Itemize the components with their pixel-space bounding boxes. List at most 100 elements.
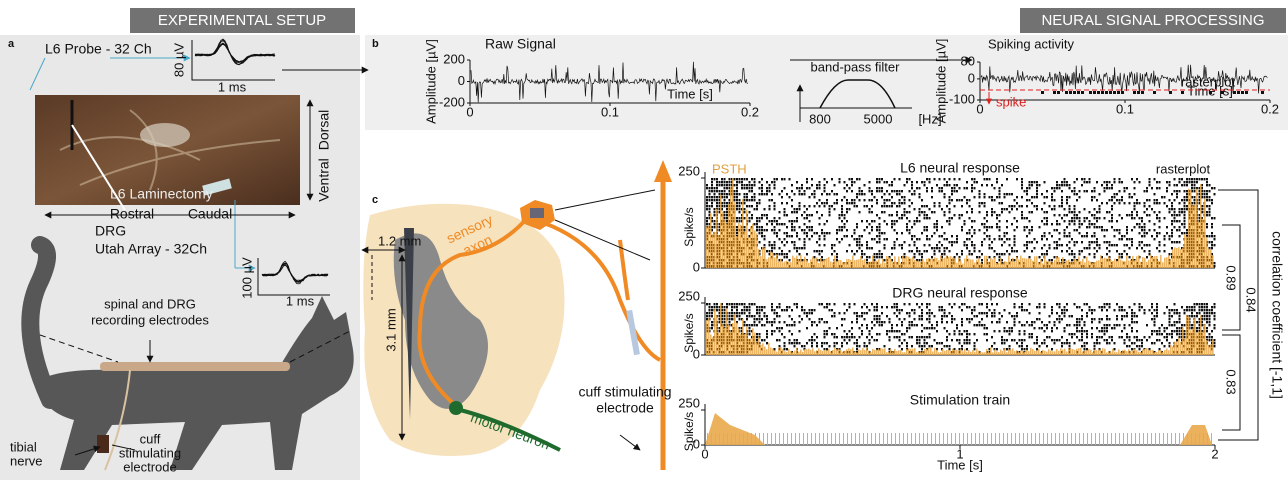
x-tick-label: 0 bbox=[466, 104, 473, 119]
y-tick-label: 80 bbox=[961, 53, 975, 68]
label: 800 bbox=[809, 111, 831, 126]
label: electrode bbox=[123, 459, 176, 474]
signal bbox=[980, 64, 1268, 94]
panel-label: a bbox=[8, 38, 15, 50]
signal bbox=[470, 61, 749, 103]
label: cuff bbox=[140, 431, 161, 446]
label: L6 Probe - 32 Ch bbox=[45, 41, 152, 57]
cat-tail bbox=[21, 236, 59, 409]
gray-matter bbox=[393, 233, 488, 409]
label: 1 ms bbox=[218, 79, 247, 94]
y-tick-label: 250 bbox=[678, 288, 700, 303]
bracket bbox=[1222, 224, 1241, 331]
y-tick-label: 0 bbox=[693, 346, 700, 361]
y-tick-label: 250 bbox=[678, 395, 700, 410]
dashed-line bbox=[39, 329, 353, 363]
photo bbox=[35, 95, 300, 205]
y-tick-label: -100 bbox=[949, 91, 975, 106]
raster-dots bbox=[1041, 91, 1264, 94]
label: 1 ms bbox=[286, 293, 315, 308]
x-axis-label: Time [s] bbox=[937, 457, 983, 472]
x-tick-label: 2 bbox=[1211, 446, 1218, 461]
y-axis-label: Spike/s bbox=[682, 313, 696, 352]
label: 80 µV bbox=[171, 43, 186, 78]
stim-envelope bbox=[705, 413, 1212, 445]
utah-array bbox=[202, 178, 232, 196]
scale-bar bbox=[191, 40, 275, 81]
label: Caudal bbox=[188, 206, 232, 222]
label: 1.2 mm bbox=[378, 233, 421, 248]
label: rasterplot bbox=[1181, 74, 1236, 89]
label: Dorsal bbox=[316, 110, 332, 150]
label: Ventral bbox=[316, 158, 332, 202]
y-axis-label: Spike/s bbox=[682, 412, 696, 451]
plot-title: Stimulation train bbox=[910, 392, 1010, 408]
x-tick-label: 1 bbox=[956, 446, 963, 461]
label: 3.1 mm bbox=[383, 308, 398, 351]
y-tick-label: 0 bbox=[693, 259, 700, 274]
y-tick-label: 0 bbox=[458, 73, 465, 88]
motor-soma bbox=[449, 401, 463, 415]
label: 100 µV bbox=[239, 257, 254, 299]
x-tick-label: 0.1 bbox=[601, 104, 619, 119]
cat-body bbox=[39, 296, 354, 470]
plot-title: DRG neural response bbox=[892, 285, 1028, 301]
header: EXPERIMENTAL SETUP bbox=[158, 12, 326, 29]
label: stimulating bbox=[119, 445, 181, 460]
waveform bbox=[261, 262, 329, 283]
x-axis-label: Time [s] bbox=[1187, 83, 1233, 98]
label: cuff stimulating bbox=[578, 384, 671, 400]
filter-curve bbox=[819, 79, 896, 109]
waveform bbox=[194, 40, 276, 66]
label: Spiking activity bbox=[988, 36, 1074, 51]
label: tibial bbox=[10, 439, 37, 454]
label: PSTH bbox=[712, 161, 747, 176]
y-tick-label: 0 bbox=[968, 70, 975, 85]
label: recording electrodes bbox=[91, 312, 209, 327]
psth bbox=[706, 303, 1214, 355]
correlation: 0.84 bbox=[1244, 287, 1259, 312]
label: [Hz] bbox=[918, 111, 941, 126]
correlation: 0.83 bbox=[1224, 369, 1239, 394]
label: Rostral bbox=[110, 206, 154, 222]
arrow bbox=[554, 189, 656, 450]
label: electrode bbox=[596, 400, 654, 416]
y-tick-label: -200 bbox=[439, 94, 465, 109]
waveform bbox=[194, 42, 275, 64]
y-tick-label: 200 bbox=[443, 51, 465, 66]
psth bbox=[706, 178, 1214, 268]
label: Raw Signal bbox=[485, 36, 556, 52]
x-tick-label: 0.1 bbox=[1116, 101, 1134, 116]
label: Utah Array - 32Ch bbox=[95, 241, 207, 257]
utah-array bbox=[530, 208, 544, 218]
stim-train bbox=[707, 433, 1212, 445]
label: spinal and DRG bbox=[104, 296, 196, 311]
motor-neuron bbox=[459, 408, 561, 452]
header-box bbox=[1020, 8, 1286, 33]
label: rasterplot bbox=[1156, 161, 1211, 176]
label: DRG bbox=[95, 223, 126, 239]
y-tick-label: 250 bbox=[678, 163, 700, 178]
sensory-axon bbox=[534, 218, 662, 362]
x-tick-label: 0 bbox=[701, 446, 708, 461]
x-tick-label: 0.2 bbox=[1261, 101, 1279, 116]
x-axis-label: Time [s] bbox=[667, 86, 713, 101]
pointer bbox=[29, 57, 46, 91]
y-axis-label: Amplitude [µV] bbox=[423, 39, 438, 124]
label: L6 Laminectomy bbox=[110, 186, 213, 202]
photo-tissue bbox=[140, 123, 190, 147]
panel-label: b bbox=[372, 38, 379, 50]
label: 5000 bbox=[864, 111, 893, 126]
bracket bbox=[1218, 189, 1259, 441]
probe bbox=[404, 228, 414, 420]
y-tick-label: 0 bbox=[693, 436, 700, 451]
label: spike bbox=[996, 94, 1026, 109]
y-axis-label: Spike/s bbox=[682, 207, 696, 246]
axis-label: correlation coefficient [-1,1] bbox=[1269, 231, 1285, 399]
header-box bbox=[130, 8, 355, 33]
arrow bbox=[74, 445, 136, 456]
sensory-axon bbox=[417, 213, 532, 412]
label: band-pass filter bbox=[811, 59, 901, 74]
pointer bbox=[71, 124, 126, 211]
